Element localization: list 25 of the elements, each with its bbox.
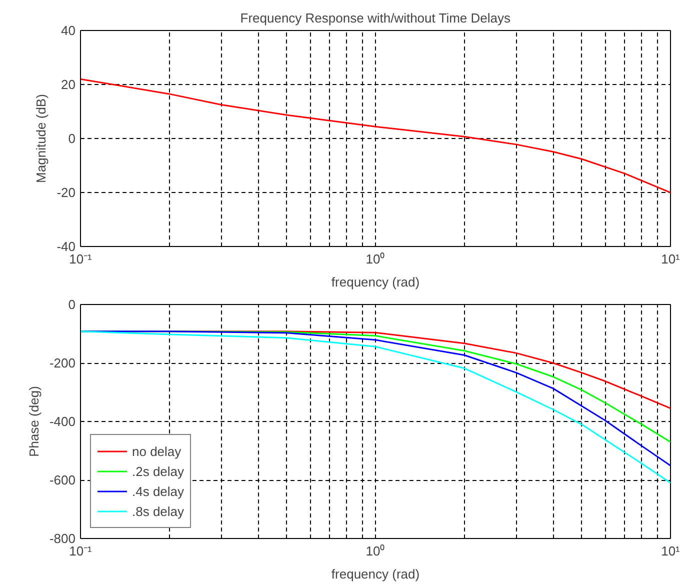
x-tick-label: 10⁰ <box>366 252 386 266</box>
y-axis-title: Phase (deg) <box>26 386 42 457</box>
y-tick-label: 0 <box>68 297 76 312</box>
x-tick-label: 10⁻¹ <box>69 544 93 558</box>
y-tick-label: -20 <box>56 185 76 200</box>
y-axis-title: Magnitude (dB) <box>34 94 49 183</box>
y-tick-label: -400 <box>49 414 76 429</box>
y-tick-label: 20 <box>61 77 76 92</box>
y-tick-label: -40 <box>56 239 76 254</box>
chart-title: Frequency Response with/without Time Delays <box>240 10 511 26</box>
y-tick-label: -200 <box>49 356 76 370</box>
x-tick-label: 10⁻¹ <box>69 252 93 266</box>
y-tick-label: 40 <box>61 23 76 38</box>
x-tick-label: 10¹ <box>661 252 681 266</box>
x-tick-label: 10⁰ <box>366 544 386 558</box>
legend-label: .8s delay <box>132 504 184 518</box>
legend-label: .4s delay <box>132 484 184 498</box>
y-tick-label: -600 <box>49 472 76 488</box>
x-tick-label: 10¹ <box>661 544 681 558</box>
x-axis-title: frequency (rad) <box>331 274 420 290</box>
y-tick-label: -800 <box>49 531 76 546</box>
y-tick-label: 0 <box>68 131 76 146</box>
legend-label: no delay <box>132 444 182 458</box>
x-axis-title: frequency (rad) <box>331 566 420 582</box>
legend-label: .2s delay <box>132 464 184 478</box>
